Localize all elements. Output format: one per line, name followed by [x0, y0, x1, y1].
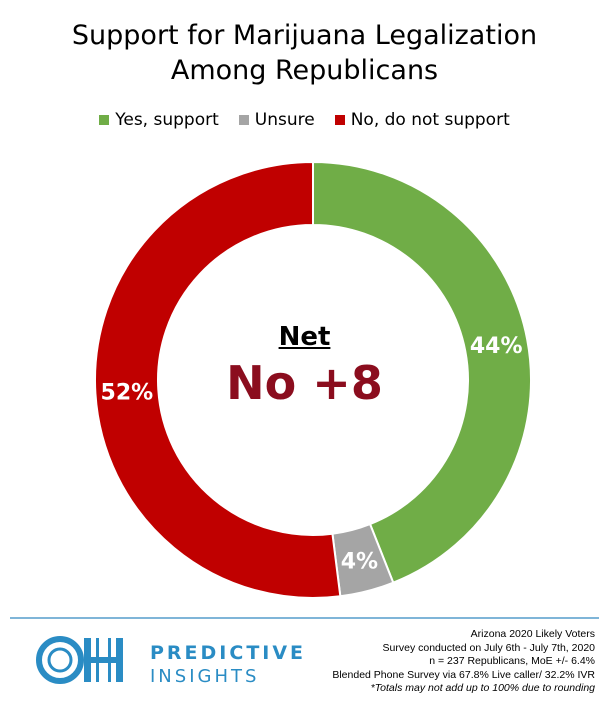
slice-label-yes: 44%	[470, 334, 523, 359]
legend-label-no: No, do not support	[350, 110, 510, 130]
legend-swatch-yes	[99, 115, 110, 125]
survey-sample: n = 237 Republicans, MoE +/- 6.4%	[429, 655, 595, 667]
survey-method: Blended Phone Survey via 67.8% Live call…	[332, 668, 595, 681]
net-label: Net	[278, 322, 331, 352]
slice-label-unsure: 4%	[341, 550, 378, 575]
legend-label-yes: Yes, support	[115, 110, 219, 130]
legend-swatch-unsure	[238, 115, 249, 125]
survey-population: Arizona 2020 Likely Voters	[470, 628, 595, 640]
donut-chart: 44% 4% 52%	[94, 160, 532, 599]
chart-title-line-1: Support for Marijuana Legalization	[71, 20, 538, 51]
net-value: No +8	[226, 356, 383, 410]
legend-label-unsure: Unsure	[254, 110, 315, 130]
chart-legend: Yes, support Unsure No, do not support	[0, 110, 609, 130]
chart-title: Support for Marijuana Legalization Among…	[0, 18, 609, 88]
legend-item-no: No, do not support	[334, 110, 510, 130]
footer-divider	[10, 617, 599, 619]
survey-details: Arizona 2020 Likely Voters Survey conduc…	[332, 628, 595, 696]
legend-swatch-no	[334, 115, 345, 125]
rounding-note: *Totals may not add up to 100% due to ro…	[370, 682, 595, 694]
slice-yes	[312, 160, 532, 584]
slice-no	[94, 160, 342, 599]
chart-title-line-2: Among Republicans	[170, 55, 439, 86]
brand-name-line-1: PREDICTIVE	[150, 642, 307, 664]
legend-item-unsure: Unsure	[238, 110, 315, 130]
slice-label-no: 52%	[101, 381, 154, 406]
legend-item-yes: Yes, support	[99, 110, 219, 130]
survey-dates: Survey conducted on July 6th - July 7th,…	[382, 641, 595, 654]
oh-logo	[36, 636, 123, 684]
brand-name-line-2: INSIGHTS	[150, 666, 260, 687]
